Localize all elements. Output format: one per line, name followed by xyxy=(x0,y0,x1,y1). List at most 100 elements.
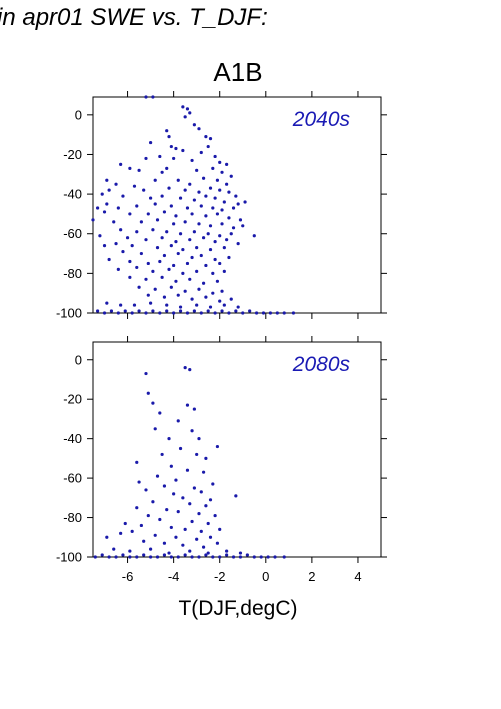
data-point xyxy=(169,204,173,208)
data-point xyxy=(208,535,213,539)
data-point xyxy=(188,182,192,186)
data-point xyxy=(151,500,155,504)
data-point xyxy=(282,555,286,559)
data-point xyxy=(176,419,180,423)
data-point xyxy=(137,309,141,313)
data-point xyxy=(188,238,192,242)
data-point xyxy=(128,549,132,553)
data-point xyxy=(151,309,155,313)
data-point xyxy=(144,95,148,99)
panel-label: 2040s xyxy=(292,108,351,131)
data-points xyxy=(91,95,296,315)
data-point xyxy=(149,140,153,145)
data-point xyxy=(183,220,187,224)
data-point xyxy=(188,502,192,506)
data-point xyxy=(162,484,167,488)
data-point xyxy=(149,196,153,200)
data-point xyxy=(162,541,167,545)
data-point xyxy=(114,555,118,559)
data-point xyxy=(107,555,111,559)
data-point xyxy=(222,303,226,307)
data-point xyxy=(192,198,196,202)
data-point xyxy=(213,311,217,315)
data-point xyxy=(149,555,153,559)
data-point xyxy=(261,311,266,315)
data-point xyxy=(176,293,180,297)
data-point xyxy=(144,238,148,242)
data-point xyxy=(241,224,245,228)
data-point xyxy=(135,230,139,234)
data-point xyxy=(169,525,173,530)
data-point xyxy=(190,158,194,163)
data-point xyxy=(218,299,222,303)
data-point xyxy=(116,267,120,272)
data-point xyxy=(174,535,178,539)
data-point xyxy=(167,135,171,139)
data-point xyxy=(195,537,199,541)
data-point xyxy=(119,228,123,232)
scenario-label: A1B xyxy=(213,57,263,87)
data-point xyxy=(165,508,169,512)
data-point xyxy=(227,190,231,194)
data-point xyxy=(174,279,178,283)
data-point xyxy=(149,301,153,305)
data-point xyxy=(139,523,143,528)
data-point xyxy=(119,162,123,166)
y-tick-label: 0 xyxy=(75,352,82,367)
data-point xyxy=(167,551,171,555)
data-point xyxy=(183,366,187,370)
data-point xyxy=(153,287,157,291)
data-point xyxy=(144,371,148,376)
data-point xyxy=(116,206,120,210)
data-point xyxy=(291,311,296,315)
data-point xyxy=(119,531,123,535)
data-point xyxy=(146,261,150,266)
data-point xyxy=(195,269,199,273)
data-point xyxy=(225,549,229,553)
data-point xyxy=(227,216,231,220)
data-point xyxy=(222,200,226,204)
data-point xyxy=(213,240,217,244)
data-point xyxy=(132,184,137,188)
data-point xyxy=(178,309,183,313)
data-point xyxy=(183,115,187,119)
data-point xyxy=(128,212,132,216)
data-point xyxy=(192,230,196,234)
data-point xyxy=(199,204,203,208)
data-point xyxy=(158,517,162,522)
data-point xyxy=(105,535,109,539)
y-tick-label: 0 xyxy=(75,107,82,122)
data-point xyxy=(178,446,183,451)
data-point xyxy=(183,289,187,293)
data-point xyxy=(123,309,127,313)
data-point xyxy=(162,210,167,214)
data-point xyxy=(107,257,111,262)
data-point xyxy=(176,251,180,256)
data-point xyxy=(195,452,199,457)
data-point xyxy=(218,555,222,559)
data-point xyxy=(174,478,178,482)
data-point xyxy=(142,539,146,543)
data-point xyxy=(130,244,134,248)
data-point xyxy=(213,513,217,518)
data-point xyxy=(183,527,187,531)
data-point xyxy=(130,311,134,315)
data-point xyxy=(236,202,240,206)
data-point xyxy=(220,309,224,313)
data-point xyxy=(231,206,236,210)
data-point xyxy=(160,452,164,457)
data-point xyxy=(229,232,233,236)
data-point xyxy=(225,162,229,166)
y-tick-label: -80 xyxy=(63,510,82,525)
data-point xyxy=(146,513,150,518)
data-point xyxy=(201,236,206,240)
data-point xyxy=(178,196,183,200)
data-point xyxy=(238,555,243,559)
data-point xyxy=(149,547,153,551)
data-point xyxy=(112,220,116,224)
data-point xyxy=(181,496,185,500)
data-point xyxy=(190,429,194,433)
data-point xyxy=(155,246,160,250)
data-point xyxy=(199,311,203,315)
data-points xyxy=(93,366,286,559)
